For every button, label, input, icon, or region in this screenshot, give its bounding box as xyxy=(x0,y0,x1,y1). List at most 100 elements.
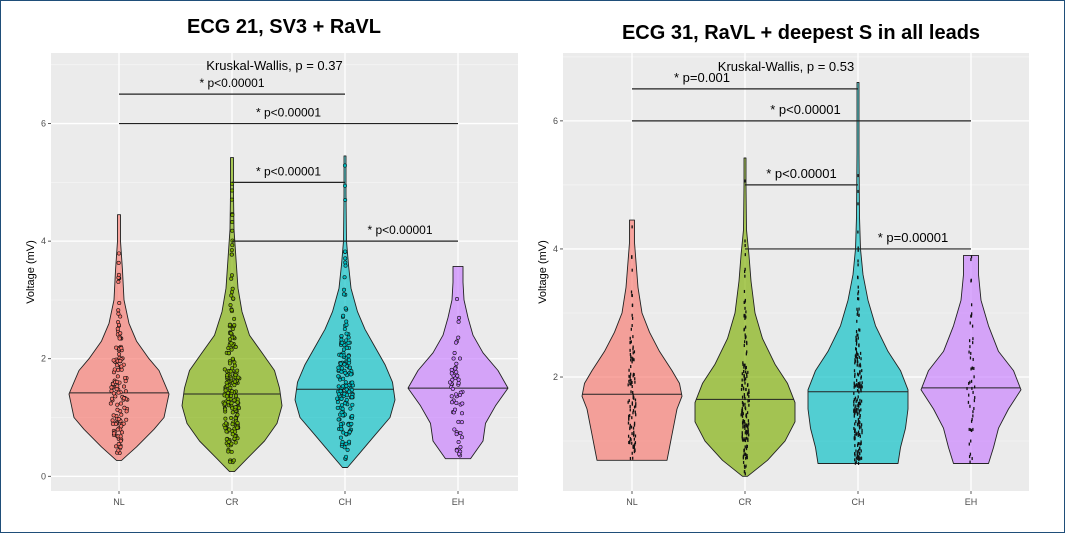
data-point xyxy=(860,376,862,380)
data-point xyxy=(858,384,860,388)
data-point xyxy=(111,413,116,418)
data-point xyxy=(628,374,630,378)
data-point xyxy=(629,423,631,427)
data-point xyxy=(853,426,855,430)
data-point xyxy=(456,380,461,385)
data-point xyxy=(860,425,862,429)
data-point xyxy=(858,404,860,408)
data-point xyxy=(744,431,746,435)
data-point xyxy=(854,453,856,457)
data-point xyxy=(857,404,859,408)
data-points-eh xyxy=(966,255,976,464)
data-point xyxy=(853,381,855,385)
data-point xyxy=(339,403,344,408)
data-point xyxy=(743,393,746,397)
data-point xyxy=(452,407,457,412)
data-point xyxy=(633,373,635,377)
data-point xyxy=(743,369,745,373)
data-point xyxy=(631,313,633,317)
data-point xyxy=(743,470,746,474)
data-point xyxy=(856,412,859,416)
data-point xyxy=(861,369,863,373)
data-point xyxy=(336,384,341,389)
data-point xyxy=(448,380,453,385)
data-point xyxy=(226,346,231,351)
data-point xyxy=(229,293,234,298)
data-point xyxy=(229,449,234,454)
data-point xyxy=(855,342,858,346)
data-point xyxy=(860,423,863,427)
data-point xyxy=(743,419,746,423)
data-point xyxy=(340,384,345,389)
data-point xyxy=(860,442,862,446)
data-point xyxy=(233,393,238,398)
data-point xyxy=(226,400,231,405)
data-point xyxy=(743,438,745,442)
data-point xyxy=(742,456,745,460)
data-point xyxy=(341,292,346,297)
data-point xyxy=(111,431,116,436)
data-point xyxy=(858,448,860,452)
data-point xyxy=(223,407,228,412)
data-point xyxy=(855,383,858,387)
data-point xyxy=(857,248,859,252)
data-point xyxy=(632,456,634,460)
data-point xyxy=(857,395,859,399)
data-point xyxy=(858,313,860,317)
data-point xyxy=(972,427,974,431)
data-point xyxy=(854,374,856,378)
data-point xyxy=(859,381,861,385)
data-point xyxy=(457,315,462,320)
data-point xyxy=(225,383,230,388)
data-point xyxy=(746,372,748,376)
data-point xyxy=(855,399,857,403)
data-point xyxy=(118,359,123,364)
data-point xyxy=(630,378,632,382)
data-point xyxy=(855,432,858,436)
data-point xyxy=(745,365,747,369)
data-point xyxy=(746,342,748,346)
data-point xyxy=(859,457,861,461)
data-point xyxy=(631,451,633,455)
data-point xyxy=(741,414,744,418)
data-point xyxy=(742,362,744,366)
data-point xyxy=(741,408,743,412)
data-point xyxy=(856,275,859,279)
data-point xyxy=(631,380,633,384)
data-point xyxy=(124,417,129,422)
data-point xyxy=(969,452,972,456)
data-point xyxy=(350,380,355,385)
data-point xyxy=(630,372,632,376)
data-point xyxy=(229,393,234,398)
data-point xyxy=(227,459,232,464)
data-point xyxy=(344,397,349,402)
data-point xyxy=(116,272,121,277)
data-point xyxy=(635,413,637,417)
data-point xyxy=(116,279,121,284)
data-point xyxy=(744,333,746,337)
data-point xyxy=(858,458,860,462)
data-points-ch xyxy=(335,163,355,461)
data-point xyxy=(110,396,115,401)
data-point xyxy=(632,409,635,413)
data-point xyxy=(230,422,235,427)
data-point xyxy=(742,437,744,441)
data-point xyxy=(745,388,747,392)
data-point xyxy=(740,413,742,417)
data-point xyxy=(342,183,347,188)
data-point xyxy=(452,351,457,356)
data-point xyxy=(855,347,857,351)
data-point xyxy=(628,379,630,383)
data-point xyxy=(855,351,858,355)
data-point xyxy=(970,278,972,282)
data-point xyxy=(859,446,861,450)
data-point xyxy=(857,202,859,206)
data-point xyxy=(344,441,349,446)
data-point xyxy=(629,348,631,352)
data-point xyxy=(743,300,745,304)
data-point xyxy=(633,437,636,441)
data-point xyxy=(857,401,860,405)
data-point xyxy=(856,411,858,415)
data-point xyxy=(857,407,859,411)
data-point xyxy=(344,322,349,327)
